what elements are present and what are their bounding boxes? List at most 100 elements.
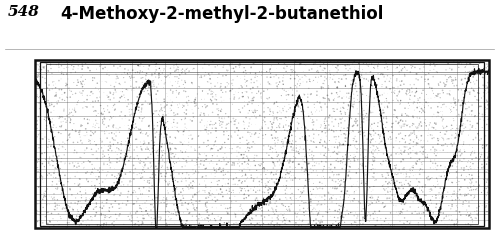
Point	[97, 212, 105, 216]
Point	[429, 225, 437, 229]
Point	[398, 79, 406, 83]
Point	[378, 102, 386, 106]
Point	[121, 162, 129, 165]
Point	[236, 146, 244, 150]
Point	[451, 192, 459, 196]
Point	[151, 168, 159, 171]
Point	[54, 115, 62, 119]
Point	[160, 100, 168, 103]
Point	[100, 222, 108, 225]
Point	[91, 195, 99, 198]
Point	[306, 197, 314, 201]
Point	[227, 212, 235, 216]
Point	[48, 72, 56, 75]
Point	[413, 89, 421, 93]
Point	[117, 183, 125, 187]
Point	[236, 136, 244, 140]
Point	[468, 109, 476, 113]
Point	[172, 90, 180, 94]
Point	[237, 84, 245, 87]
Point	[217, 170, 225, 174]
Point	[107, 84, 115, 87]
Point	[466, 120, 474, 123]
Point	[43, 197, 51, 201]
Point	[369, 84, 377, 88]
Point	[258, 217, 266, 221]
Point	[239, 135, 247, 139]
Point	[307, 92, 315, 96]
Point	[87, 134, 95, 138]
Point	[104, 95, 112, 99]
Point	[164, 189, 172, 193]
Point	[401, 106, 409, 110]
Point	[265, 153, 273, 157]
Point	[159, 198, 167, 202]
Point	[427, 106, 435, 110]
Point	[332, 202, 340, 205]
Point	[248, 216, 255, 220]
Point	[370, 96, 378, 100]
Point	[167, 72, 175, 75]
Point	[408, 165, 416, 169]
Point	[116, 114, 124, 118]
Point	[452, 78, 460, 82]
Point	[478, 72, 486, 75]
Point	[271, 164, 279, 168]
Point	[94, 122, 102, 126]
Point	[174, 63, 182, 66]
Point	[347, 117, 355, 120]
Point	[438, 116, 446, 120]
Point	[164, 158, 172, 162]
Point	[138, 106, 146, 110]
Point	[152, 75, 160, 79]
Point	[272, 73, 280, 77]
Point	[363, 62, 371, 66]
Point	[299, 218, 307, 222]
Point	[201, 179, 209, 183]
Point	[441, 222, 449, 226]
Point	[201, 217, 209, 221]
Point	[230, 163, 238, 167]
Point	[160, 97, 168, 101]
Point	[145, 64, 153, 67]
Point	[280, 64, 288, 68]
Point	[183, 158, 191, 162]
Point	[208, 212, 216, 216]
Point	[441, 82, 449, 86]
Point	[368, 201, 376, 205]
Point	[329, 210, 337, 214]
Point	[219, 114, 227, 118]
Point	[469, 152, 477, 156]
Point	[322, 156, 330, 160]
Point	[298, 166, 306, 170]
Point	[389, 185, 397, 189]
Point	[471, 69, 479, 73]
Point	[147, 101, 155, 105]
Point	[282, 223, 290, 227]
Point	[279, 76, 287, 80]
Point	[94, 112, 102, 115]
Point	[35, 146, 43, 150]
Point	[59, 140, 67, 144]
Point	[54, 99, 62, 103]
Point	[104, 191, 112, 195]
Point	[160, 124, 168, 127]
Point	[164, 181, 172, 185]
Point	[352, 140, 360, 144]
Point	[163, 133, 171, 137]
Point	[307, 204, 315, 208]
Point	[213, 169, 221, 173]
Point	[85, 223, 93, 227]
Point	[106, 166, 114, 170]
Point	[57, 160, 65, 164]
Point	[219, 146, 227, 150]
Point	[439, 124, 447, 128]
Point	[406, 175, 414, 179]
Point	[243, 177, 250, 181]
Point	[270, 101, 278, 104]
Point	[113, 160, 121, 164]
Point	[457, 153, 465, 157]
Point	[268, 219, 276, 223]
Point	[133, 215, 141, 219]
Point	[128, 216, 136, 220]
